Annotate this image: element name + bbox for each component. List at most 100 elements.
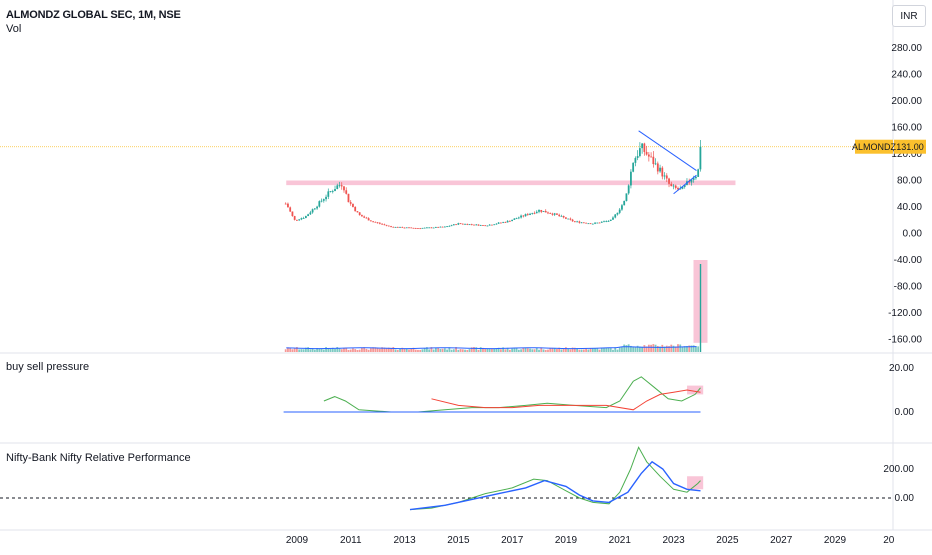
volume-bar	[304, 347, 307, 352]
volume-bar	[688, 345, 691, 352]
volume-bar	[365, 348, 368, 352]
volume-bar	[506, 347, 509, 352]
candle-body	[571, 219, 574, 222]
candle-body	[692, 178, 695, 180]
candle-body	[652, 156, 655, 165]
candle-body	[488, 224, 491, 226]
volume-bar	[482, 347, 484, 352]
candle-body	[695, 176, 697, 179]
volume-bar	[562, 348, 565, 352]
candle-body	[369, 220, 372, 222]
candle-body	[531, 212, 534, 214]
price-axis-tick: -80.00	[894, 282, 923, 293]
candle-body	[621, 205, 623, 210]
volume-bar	[502, 347, 505, 352]
volume-bar	[369, 348, 372, 352]
candle-body	[625, 193, 628, 201]
volume-bar	[531, 349, 534, 352]
volume-bar	[383, 347, 386, 352]
candle-body	[526, 214, 529, 215]
chart-title: ALMONDZ GLOBAL SEC, 1M, NSE	[6, 9, 181, 21]
candle-body	[378, 222, 381, 224]
volume-bar	[491, 349, 493, 352]
candle-body	[334, 188, 336, 192]
volume-bar	[643, 345, 646, 352]
volume-bar	[652, 344, 655, 352]
candle-body	[468, 224, 471, 226]
candle-body	[638, 148, 641, 157]
candle-body	[316, 206, 318, 209]
volume-bar	[448, 347, 451, 352]
candle-body	[302, 218, 305, 219]
candle-body	[600, 221, 603, 223]
volume-bar	[540, 347, 543, 352]
candle-body	[486, 225, 489, 227]
volume-bar	[363, 347, 366, 352]
volume-bar	[656, 345, 659, 352]
volume-bar	[641, 346, 644, 352]
candle-body	[408, 227, 410, 229]
candle-body	[542, 210, 545, 212]
relative-highlight	[687, 476, 704, 490]
volume-bar	[361, 347, 363, 352]
volume-bar	[334, 348, 336, 352]
volume-bar	[367, 349, 370, 352]
candle-body	[414, 228, 417, 229]
candle-body	[618, 209, 621, 213]
candle-body	[401, 226, 404, 228]
candle-body	[289, 207, 292, 212]
volume-bar	[634, 346, 637, 352]
candle-body	[580, 222, 583, 224]
candle-body	[459, 223, 462, 225]
time-axis-tick: 2013	[393, 535, 416, 546]
candle-body	[410, 227, 413, 229]
candle-body	[338, 185, 341, 187]
candle-body	[343, 186, 345, 191]
candle-body	[464, 223, 466, 225]
volume-bar	[542, 349, 545, 352]
volume-bar	[441, 348, 444, 352]
candle-body	[423, 227, 426, 229]
volume-bar	[488, 348, 491, 352]
volume-bar	[565, 347, 567, 352]
volume-bar	[322, 349, 325, 352]
candle-body	[327, 191, 330, 197]
currency-button[interactable]: INR	[892, 5, 926, 27]
candle-body	[661, 167, 664, 177]
candle-body	[394, 226, 397, 228]
volume-bar	[423, 348, 426, 352]
candle-body	[612, 217, 614, 220]
time-axis-tick: 2027	[770, 535, 793, 546]
candle-body	[511, 219, 514, 222]
symbol-tag-bg	[855, 139, 893, 154]
candle-body	[672, 185, 675, 187]
candle-body	[643, 143, 646, 152]
candle-body	[396, 226, 399, 228]
candle-body	[699, 146, 702, 170]
candle-body	[654, 163, 657, 165]
candle-body	[432, 227, 435, 229]
volume-bar	[522, 347, 525, 352]
time-axis-tick: 2011	[340, 535, 362, 546]
candle-body	[544, 210, 547, 213]
candle-body	[560, 215, 563, 217]
candle-body	[300, 218, 303, 220]
candle-body	[461, 223, 464, 225]
volume-bar	[300, 349, 303, 352]
candle-body	[475, 224, 478, 226]
volume-bar	[697, 346, 700, 352]
volume-bar	[665, 345, 668, 352]
candle-body	[659, 167, 661, 172]
volume-bar	[623, 344, 626, 352]
relative-pane-title: Nifty-Bank Nifty Relative Performance	[6, 452, 191, 464]
volume-bar	[340, 349, 343, 352]
candle-body	[688, 181, 691, 183]
candle-body	[372, 221, 375, 223]
volume-bar	[329, 348, 332, 352]
volume-bar	[293, 348, 296, 352]
price-axis-tick: -120.00	[888, 308, 922, 319]
volume-bar	[621, 346, 623, 352]
candle-body	[679, 188, 682, 190]
